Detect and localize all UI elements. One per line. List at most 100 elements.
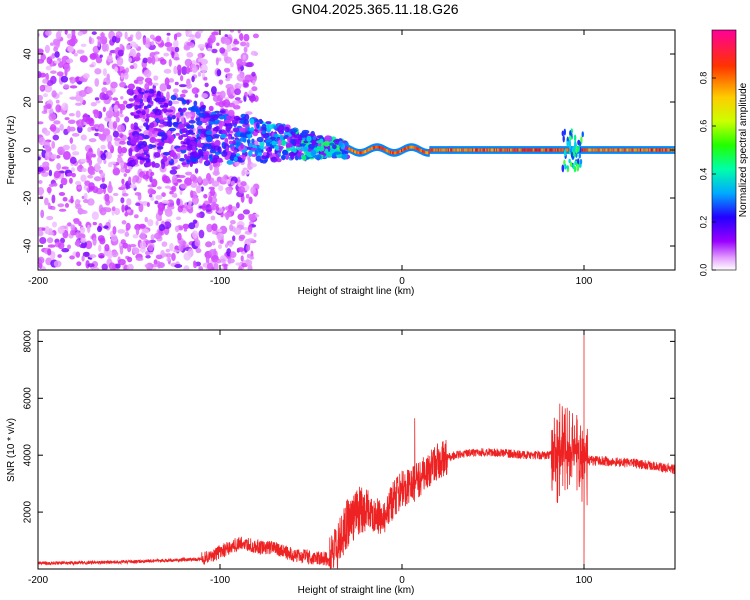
- spectrogram-cell: [153, 75, 159, 81]
- spectrogram-cell: [432, 148, 435, 152]
- spectrogram-cell: [285, 153, 290, 160]
- spectrogram-cell: [201, 104, 206, 110]
- spectrogram-cell: [228, 102, 235, 108]
- x-tick-label: -100: [210, 276, 230, 287]
- spectrogram-cell: [44, 226, 50, 235]
- spectrogram-cell: [64, 30, 68, 35]
- spectrogram-cell: [51, 141, 56, 149]
- spectrogram-cell: [242, 209, 250, 215]
- spectrogram-cell: [158, 142, 165, 147]
- spectrogram-cell: [100, 172, 106, 178]
- spectrogram-cell: [446, 148, 449, 152]
- spectrogram-cell: [407, 146, 410, 150]
- spectrogram-cell: [190, 190, 194, 198]
- spectrogram-cell: [144, 118, 150, 122]
- spectrogram-cell: [88, 182, 95, 190]
- spectrogram-cell: [631, 148, 633, 152]
- spectrogram-cell: [82, 251, 90, 257]
- spectrogram-cell: [248, 142, 253, 148]
- spectrogram-cell: [584, 148, 586, 152]
- spectrogram-cell: [479, 148, 482, 152]
- spectrogram-cell: [219, 47, 226, 54]
- spectrogram-cell: [185, 30, 192, 37]
- spectrogram-cell: [244, 113, 250, 121]
- spectrogram-cell: [135, 31, 142, 40]
- spectrogram-cell: [547, 148, 549, 152]
- spectrogram-cell: [192, 230, 198, 239]
- spectrogram-cell: [243, 33, 250, 42]
- spectrogram-cell: [144, 216, 149, 223]
- spectrogram-cell: [306, 135, 312, 142]
- spectrogram-cell: [500, 148, 502, 152]
- spectrogram-cell: [183, 252, 191, 261]
- spectrogram-cell: [250, 186, 256, 195]
- spectrogram-cell: [353, 150, 356, 154]
- spectrogram-cell: [147, 95, 152, 99]
- spectrogram-cell: [78, 89, 87, 98]
- spectrogram-cell: [472, 148, 475, 152]
- spectrogram-cell: [178, 84, 187, 88]
- spectrogram-cell: [151, 161, 156, 168]
- spectrogram-cell: [73, 220, 81, 225]
- spectrogram-cell: [278, 124, 285, 131]
- spectrogram-cell: [154, 200, 159, 205]
- spectrogram-cell: [39, 85, 45, 90]
- spectrogram-cell: [459, 148, 462, 152]
- spectrogram-cell: [153, 152, 161, 158]
- spectrogram-cell: [171, 51, 175, 59]
- spectrogram-cell: [649, 148, 652, 152]
- spectrogram-cell: [107, 250, 113, 260]
- spectrogram-cell: [186, 159, 190, 165]
- spectrogram-cell: [205, 241, 213, 248]
- spectrogram-cell: [139, 231, 146, 241]
- spectrogram-cell: [238, 33, 244, 41]
- spectrogram-cell: [76, 239, 81, 247]
- spectrogram-cell: [233, 156, 238, 162]
- spectrogram-cell: [223, 263, 228, 270]
- spectrogram-cell: [242, 54, 246, 61]
- spectrogram-cell: [203, 152, 208, 156]
- spectrogram-cell: [310, 149, 317, 157]
- spectrogram-cell: [158, 203, 166, 212]
- spectrogram-cell: [232, 127, 240, 133]
- spectrogram-cell: [88, 147, 93, 153]
- spectrogram-cell: [411, 145, 414, 149]
- spectrogram-cell: [70, 167, 76, 173]
- spectrogram-cell: [539, 148, 542, 152]
- spectrogram-cell: [169, 169, 178, 175]
- spectrogram-cell: [200, 64, 208, 73]
- spectrogram-cell: [152, 267, 157, 270]
- spectrogram-cell: [574, 160, 577, 165]
- spectrogram-cell: [121, 183, 126, 190]
- spectrogram-cell: [385, 148, 388, 152]
- spectrogram-cell: [510, 148, 512, 152]
- spectrogram-cell: [148, 88, 155, 94]
- spectrogram-cell: [186, 83, 192, 89]
- colorbar-tick-label: 0.2: [698, 216, 708, 229]
- spectrogram-cell: [404, 147, 406, 151]
- spectrogram-cell: [198, 229, 205, 239]
- spectrogram-cell: [503, 148, 506, 152]
- spectrogram-cell: [406, 146, 408, 150]
- spectrogram-cell: [240, 142, 244, 149]
- spectrogram-cell: [417, 147, 419, 151]
- spectrogram-cell: [240, 255, 244, 262]
- spectrogram-cell: [226, 43, 232, 52]
- spectrogram-cell: [193, 153, 200, 158]
- spectrogram-cell: [241, 169, 246, 177]
- spectrogram-cell: [82, 199, 89, 204]
- spectrogram-cell: [139, 159, 144, 165]
- spectrogram-cell: [150, 171, 155, 177]
- spectrogram-cell: [43, 141, 51, 149]
- spectrogram-cell: [120, 72, 125, 80]
- spectrogram-cell: [224, 38, 231, 46]
- spectrogram-cell: [125, 103, 133, 109]
- spectrogram-cell: [121, 220, 127, 225]
- spectrogram-cell: [91, 153, 96, 158]
- spectrogram-cell: [558, 148, 560, 152]
- spectrogram-cell: [463, 148, 465, 152]
- spectrogram-cell: [229, 219, 236, 225]
- spectrogram-cell: [110, 81, 118, 89]
- spectrogram-cell: [124, 31, 128, 40]
- spectrogram-cell: [38, 48, 44, 55]
